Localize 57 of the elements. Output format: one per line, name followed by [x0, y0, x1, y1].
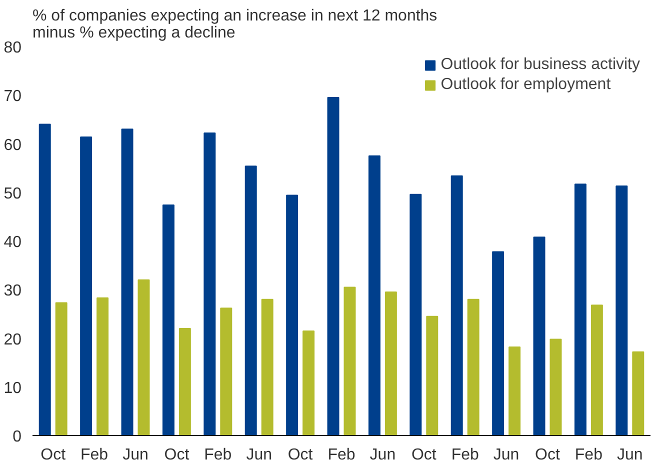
bar — [492, 251, 504, 436]
x-tick-label: Oct — [164, 446, 190, 464]
y-tick-label: 20 — [4, 331, 22, 348]
bar — [220, 308, 232, 436]
y-tick-label: 10 — [4, 380, 22, 397]
x-tick-label: Oct — [411, 446, 437, 464]
bar — [590, 304, 603, 436]
bar — [38, 124, 51, 436]
y-tick-label: 70 — [4, 88, 22, 106]
bar — [550, 338, 562, 436]
bar — [80, 136, 92, 436]
bar — [55, 302, 68, 436]
bar — [178, 328, 191, 436]
x-tick-label: Oct — [40, 446, 66, 464]
bar — [384, 292, 397, 436]
y-tick-label: 40 — [4, 234, 22, 251]
x-tick-label: Feb — [328, 446, 356, 464]
chart-title: % of companies expecting an increase in next 12 months minus % expecting a decline — [32, 8, 438, 42]
bar — [574, 184, 586, 436]
legend-label: Outlook for business activity — [440, 56, 640, 74]
x-tick-label: Feb — [574, 446, 603, 464]
bar — [286, 194, 298, 436]
bar — [368, 155, 380, 436]
bar — [261, 298, 274, 436]
bar — [327, 97, 340, 436]
y-tick-label: 0 — [12, 428, 22, 446]
x-tick-label: Jun — [370, 446, 396, 464]
bar — [533, 236, 546, 436]
bar — [138, 279, 150, 436]
bar — [302, 330, 315, 436]
bar — [632, 351, 644, 436]
bar — [467, 298, 480, 436]
x-tick-label: Jun — [122, 446, 148, 464]
bar — [204, 132, 216, 436]
y-tick-label: 80 — [4, 40, 22, 56]
bar — [244, 166, 257, 436]
x-tick-label: Feb — [204, 446, 232, 464]
x-tick-label: Feb — [451, 446, 479, 464]
y-tick-label: 60 — [4, 136, 22, 154]
bar — [96, 297, 109, 436]
x-tick-label: Oct — [288, 446, 314, 464]
y-tick-label: 30 — [4, 282, 22, 300]
legend-label: Outlook for employment — [440, 76, 611, 94]
bar — [450, 175, 463, 436]
x-tick-label: Jun — [617, 446, 643, 464]
bar — [162, 204, 174, 436]
bar — [508, 346, 521, 436]
bar — [344, 286, 356, 436]
bar — [616, 186, 628, 436]
x-tick-label: Jun — [246, 446, 272, 464]
y-tick-label: 50 — [4, 185, 22, 202]
x-tick-label: Oct — [535, 446, 560, 464]
bar — [426, 316, 438, 436]
x-tick-label: Feb — [80, 446, 108, 464]
bar — [121, 128, 134, 436]
bar — [410, 194, 422, 436]
x-tick-label: Jun — [493, 446, 520, 464]
